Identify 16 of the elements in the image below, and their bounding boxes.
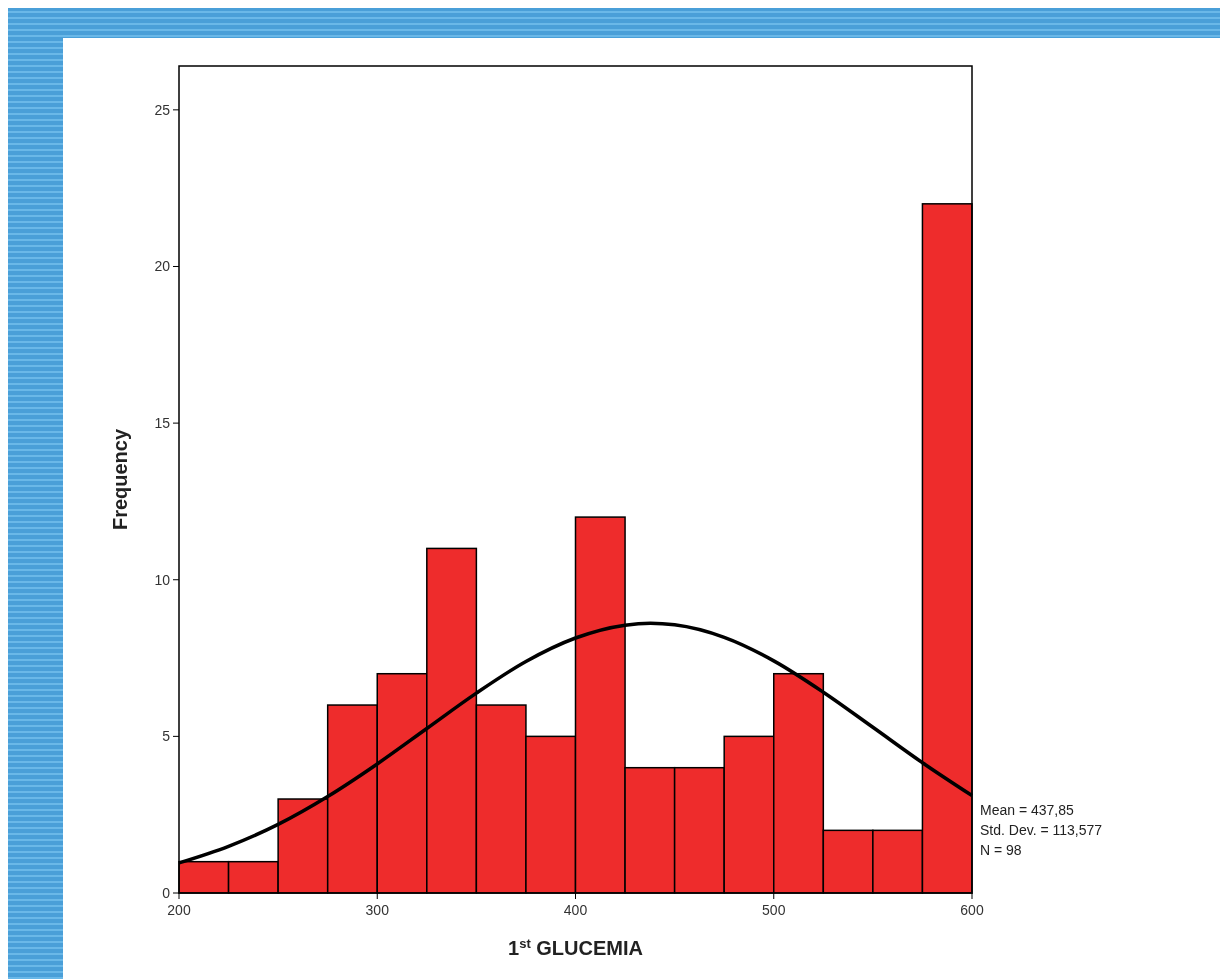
y-tick-label: 5 [162,728,171,745]
x-tick-label: 300 [365,902,390,918]
text: Mean = 437,85 [980,802,1075,818]
x-axis-title: 1$^{st}$ GLUCEMIA [508,935,643,959]
y-tick-label: 0 [162,884,171,901]
y-tick-label: 10 [154,571,171,588]
text: Std. Dev. = 113,577 [980,822,1103,838]
y-tick-label: 25 [154,101,171,118]
x-tick-label: 200 [167,902,191,918]
y-axis-title: Frequency [109,428,131,531]
x-tick-label: 400 [563,902,588,918]
y-tick-label: 15 [154,415,171,432]
y-tick-label: 20 [154,258,171,275]
x-tick-label: 500 [762,902,786,918]
x-tick-label: 600 [960,902,984,918]
text: N = 98 [980,842,1022,858]
